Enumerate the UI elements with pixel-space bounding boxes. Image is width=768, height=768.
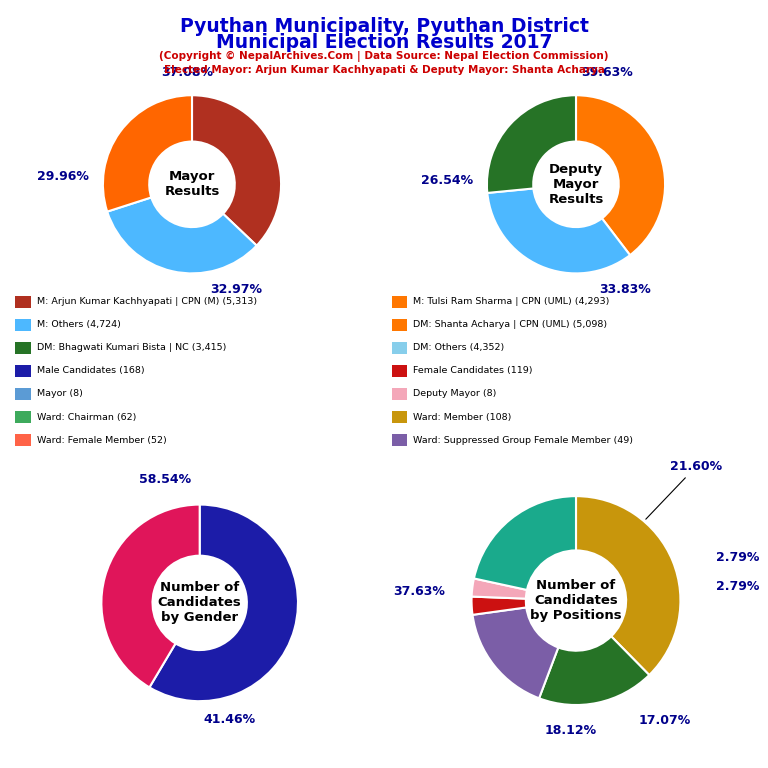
- Wedge shape: [488, 188, 630, 273]
- Text: (Copyright © NepalArchives.Com | Data Source: Nepal Election Commission): (Copyright © NepalArchives.Com | Data So…: [159, 51, 609, 61]
- Text: M: Arjun Kumar Kachhyapati | CPN (M) (5,313): M: Arjun Kumar Kachhyapati | CPN (M) (5,…: [37, 297, 257, 306]
- Text: 29.96%: 29.96%: [37, 170, 89, 183]
- Text: Number of
Candidates
by Gender: Number of Candidates by Gender: [157, 581, 242, 624]
- Text: DM: Shanta Acharya | CPN (UML) (5,098): DM: Shanta Acharya | CPN (UML) (5,098): [413, 320, 607, 329]
- Wedge shape: [103, 95, 192, 212]
- Text: 21.60%: 21.60%: [646, 460, 722, 519]
- Text: DM: Bhagwati Kumari Bista | NC (3,415): DM: Bhagwati Kumari Bista | NC (3,415): [37, 343, 227, 353]
- Text: 2.79%: 2.79%: [717, 580, 760, 593]
- Text: 37.63%: 37.63%: [393, 585, 445, 598]
- Text: DM: Others (4,352): DM: Others (4,352): [413, 343, 505, 353]
- Wedge shape: [576, 95, 665, 255]
- Wedge shape: [576, 496, 680, 675]
- Text: Ward: Suppressed Group Female Member (49): Ward: Suppressed Group Female Member (49…: [413, 435, 633, 445]
- Text: Male Candidates (168): Male Candidates (168): [37, 366, 144, 376]
- Text: Elected Mayor: Arjun Kumar Kachhyapati & Deputy Mayor: Shanta Acharya: Elected Mayor: Arjun Kumar Kachhyapati &…: [164, 65, 604, 74]
- Wedge shape: [192, 95, 281, 246]
- Wedge shape: [150, 505, 298, 701]
- Text: Number of
Candidates
by Positions: Number of Candidates by Positions: [530, 579, 622, 622]
- Text: Ward: Chairman (62): Ward: Chairman (62): [37, 412, 136, 422]
- Text: Mayor
Results: Mayor Results: [164, 170, 220, 198]
- Wedge shape: [472, 578, 527, 598]
- Text: Ward: Female Member (52): Ward: Female Member (52): [37, 435, 167, 445]
- Wedge shape: [101, 505, 200, 687]
- Text: M: Tulsi Ram Sharma | CPN (UML) (4,293): M: Tulsi Ram Sharma | CPN (UML) (4,293): [413, 297, 610, 306]
- Text: 32.97%: 32.97%: [210, 283, 263, 296]
- Text: 2.79%: 2.79%: [717, 551, 760, 564]
- Text: 26.54%: 26.54%: [421, 174, 473, 187]
- Wedge shape: [474, 496, 576, 590]
- Text: Pyuthan Municipality, Pyuthan District: Pyuthan Municipality, Pyuthan District: [180, 17, 588, 36]
- Text: Deputy
Mayor
Results: Deputy Mayor Results: [548, 163, 604, 206]
- Text: 33.83%: 33.83%: [599, 283, 650, 296]
- Wedge shape: [487, 95, 576, 193]
- Text: Deputy Mayor (8): Deputy Mayor (8): [413, 389, 497, 399]
- Text: Female Candidates (119): Female Candidates (119): [413, 366, 533, 376]
- Text: M: Others (4,724): M: Others (4,724): [37, 320, 121, 329]
- Text: 17.07%: 17.07%: [639, 713, 691, 727]
- Wedge shape: [539, 637, 649, 705]
- Text: 39.63%: 39.63%: [581, 65, 633, 78]
- Wedge shape: [472, 597, 526, 615]
- Wedge shape: [472, 607, 558, 698]
- Text: Municipal Election Results 2017: Municipal Election Results 2017: [216, 33, 552, 52]
- Text: 18.12%: 18.12%: [545, 724, 597, 737]
- Wedge shape: [108, 197, 257, 273]
- Text: 41.46%: 41.46%: [203, 713, 255, 726]
- Text: 58.54%: 58.54%: [139, 473, 191, 486]
- Text: 37.08%: 37.08%: [161, 65, 214, 78]
- Text: Ward: Member (108): Ward: Member (108): [413, 412, 511, 422]
- Text: Mayor (8): Mayor (8): [37, 389, 83, 399]
